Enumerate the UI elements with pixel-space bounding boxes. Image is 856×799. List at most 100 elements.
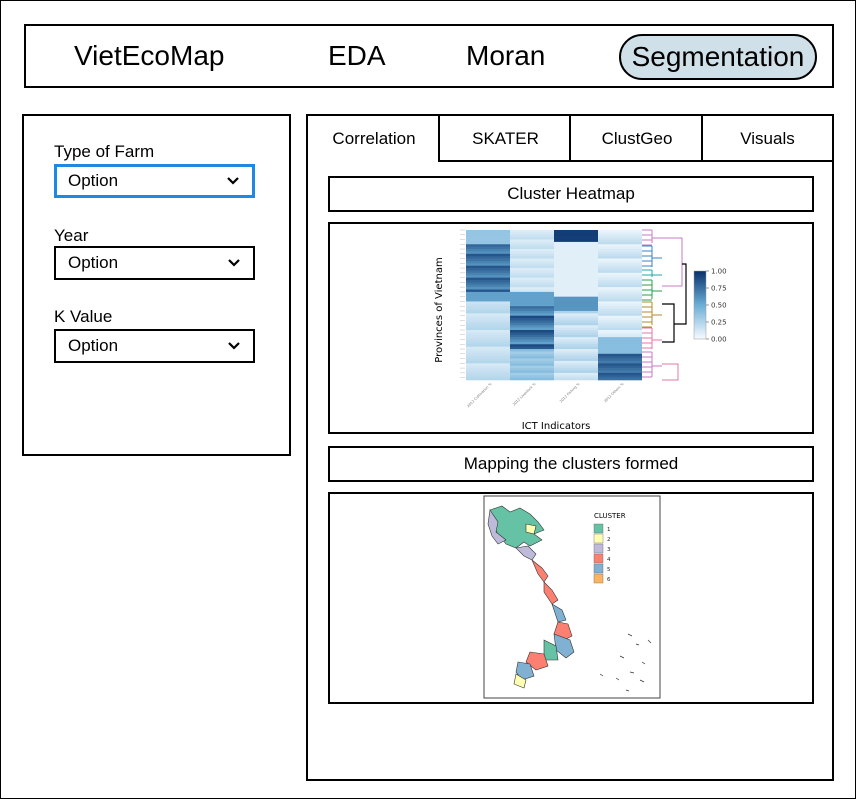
legend-swatch — [593, 523, 604, 534]
heatmap-cell — [598, 299, 642, 302]
heatmap-cell — [510, 277, 554, 281]
heatmap-cell — [554, 256, 598, 259]
heatmap-cell — [554, 356, 598, 359]
heatmap-cell — [510, 318, 554, 321]
heatmap-cell — [466, 239, 510, 243]
heatmap-cell — [466, 291, 510, 295]
heatmap-cell — [554, 237, 598, 240]
legend-swatch — [593, 533, 604, 544]
dendrogram-branch — [662, 303, 675, 343]
heatmap-cell — [510, 289, 554, 293]
brand-link[interactable]: VietEcoMap — [74, 40, 225, 71]
heatmap-cell — [598, 260, 642, 264]
heatmap-cell — [466, 265, 510, 269]
heatmap-cell — [598, 280, 642, 283]
tab-skater[interactable]: SKATER — [438, 116, 571, 162]
heatmap-cell — [598, 287, 642, 290]
heatmap-cell — [466, 330, 510, 333]
heatmap-cell — [510, 251, 554, 255]
heatmap-cell — [598, 358, 642, 362]
heatmap-cell — [466, 344, 510, 347]
heatmap-cell — [466, 363, 510, 367]
heatmap-cell — [510, 334, 554, 338]
legend-label: 6 — [607, 577, 611, 583]
nav-item-segmentation[interactable]: Segmentation — [619, 34, 817, 80]
heatmap-cell — [598, 320, 642, 324]
heatmap-cell — [510, 291, 554, 295]
tab-correlation[interactable]: Correlation — [332, 129, 416, 148]
heatmap-cell — [598, 263, 642, 267]
heatmap-cell — [598, 303, 642, 307]
legend-swatch — [593, 563, 604, 574]
dendrogram — [642, 229, 687, 381]
heatmap-cell — [466, 310, 510, 314]
map-section-title: Mapping the clusters formed — [328, 446, 814, 482]
heatmap-cell — [466, 351, 510, 355]
heatmap-cell — [598, 268, 642, 271]
map-legend: 1 2 3 4 5 6 — [593, 523, 611, 584]
heatmap-cell — [554, 230, 598, 233]
tab-clustgeo[interactable]: ClustGeo — [569, 116, 703, 162]
k-value-select[interactable]: Option — [54, 329, 255, 363]
heatmap-cell — [466, 270, 510, 274]
chevron-down-icon — [226, 167, 240, 195]
heatmap-cell — [466, 246, 510, 250]
heatmap-cell — [554, 268, 598, 271]
nav-item-moran[interactable]: Moran — [466, 40, 546, 71]
heatmap-cell — [598, 349, 642, 352]
year-value: Option — [68, 253, 119, 272]
heatmap-cell — [466, 337, 510, 340]
heatmap-cell — [510, 299, 554, 302]
heatmap-cell — [466, 299, 510, 302]
heatmap-cell — [510, 301, 554, 305]
heatmap-cell — [554, 306, 598, 309]
heatmap-cell — [554, 330, 598, 333]
heatmap-cell — [598, 284, 642, 288]
heatmap-cell — [510, 375, 554, 378]
heatmap-cell — [510, 275, 554, 278]
heatmap-cell — [510, 230, 554, 233]
heatmap-cell — [466, 253, 510, 257]
year-select[interactable]: Option — [54, 246, 255, 280]
heatmap-cell — [598, 272, 642, 276]
heatmap-cell — [510, 258, 554, 262]
top-nav: VietEcoMap EDA Moran Segmentation — [24, 24, 834, 88]
heatmap-cell — [554, 294, 598, 297]
k-value-value: Option — [68, 336, 119, 355]
heatmap-cell — [554, 337, 598, 340]
heatmap-cell — [466, 346, 510, 350]
heatmap-cell — [510, 234, 554, 238]
heatmap-column-label: 2012 Others % — [603, 381, 625, 403]
heatmap-cell — [554, 265, 598, 269]
heatmap-cell — [510, 315, 554, 319]
colorbar-tick-label: 0.50 — [711, 302, 727, 310]
heatmap-cell — [598, 322, 642, 326]
heatmap-cell — [598, 251, 642, 255]
legend-swatch — [593, 543, 604, 554]
tab-bar: Correlation SKATER ClustGeo Visuals — [308, 116, 832, 164]
heatmap-cell — [466, 370, 510, 374]
heatmap-cell — [510, 322, 554, 326]
heatmap-cell — [510, 237, 554, 240]
heatmap-cell — [510, 303, 554, 307]
heatmap-cell — [554, 258, 598, 262]
heatmap-cell — [598, 291, 642, 295]
heatmap-panel: Provinces of Vietnam ICT Indicators 2012… — [328, 222, 814, 434]
heatmap-cell — [554, 234, 598, 238]
heatmap-cell — [554, 249, 598, 252]
heatmap-cell — [510, 363, 554, 367]
heatmap-cell — [598, 265, 642, 269]
heatmap-cell — [598, 332, 642, 336]
farm-type-select[interactable]: Option — [54, 164, 255, 198]
colorbar-tick-label: 1.00 — [711, 268, 727, 276]
farm-type-value: Option — [68, 171, 119, 190]
heatmap-cell — [466, 306, 510, 309]
heatmap-cell — [554, 272, 598, 276]
heatmap-cell — [466, 284, 510, 288]
heatmap-cell — [466, 318, 510, 321]
tab-visuals[interactable]: Visuals — [701, 116, 832, 162]
heatmap-cell — [466, 325, 510, 328]
heatmap-cell — [554, 358, 598, 362]
heatmap-cell — [554, 287, 598, 290]
nav-item-eda[interactable]: EDA — [328, 40, 386, 71]
